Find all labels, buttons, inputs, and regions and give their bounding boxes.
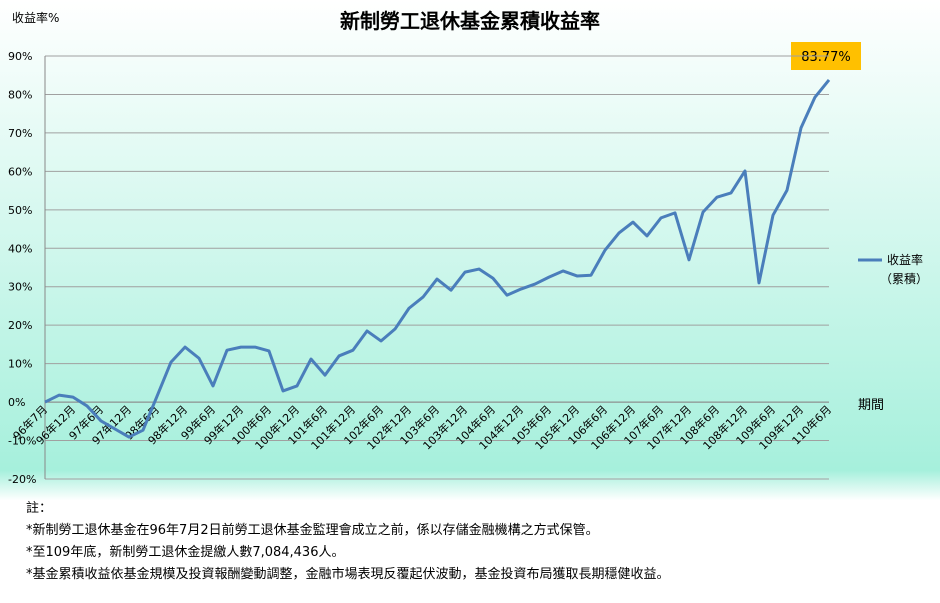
x-axis-label: 期間 [858, 398, 884, 413]
y-tick-label: 80% [8, 88, 32, 101]
y-tick-label: 90% [8, 50, 32, 63]
data-line [44, 79, 831, 439]
notes: 註： *新制勞工退休基金在96年7月2日前勞工退休基金監理會成立之前，係以存儲金… [26, 501, 670, 582]
y-tick-label: 10% [8, 358, 32, 371]
y-tick-label: 0% [8, 396, 25, 409]
note: *至109年底，新制勞工退休金提繳人數7,084,436人。 [26, 544, 344, 560]
y-tick-label: 20% [8, 319, 32, 332]
note: *基金累積收益依基金規模及投資報酬變動調整，金融市場表現反覆起伏波動，基金投資布… [26, 566, 670, 582]
legend-label: 收益率 [887, 252, 923, 267]
chart-title: 新制勞工退休基金累積收益率 [340, 9, 600, 33]
y-tick-label: 70% [8, 127, 32, 140]
y-tick-label: 30% [8, 281, 32, 294]
y-tick-label: -10% [8, 435, 36, 448]
y-tick-label: 50% [8, 204, 32, 217]
y-tick-label: 40% [8, 242, 32, 255]
y-axis-label: 收益率% [12, 10, 59, 25]
y-tick-label: 60% [8, 165, 32, 178]
y-tick-label: -20% [8, 473, 36, 486]
note: 註： [26, 501, 52, 516]
legend-note: （累積） [880, 271, 928, 286]
annotation: 83.77% [801, 50, 851, 65]
note: *新制勞工退休基金在96年7月2日前勞工退休基金監理會成立之前，係以存儲金融機構… [26, 522, 599, 538]
